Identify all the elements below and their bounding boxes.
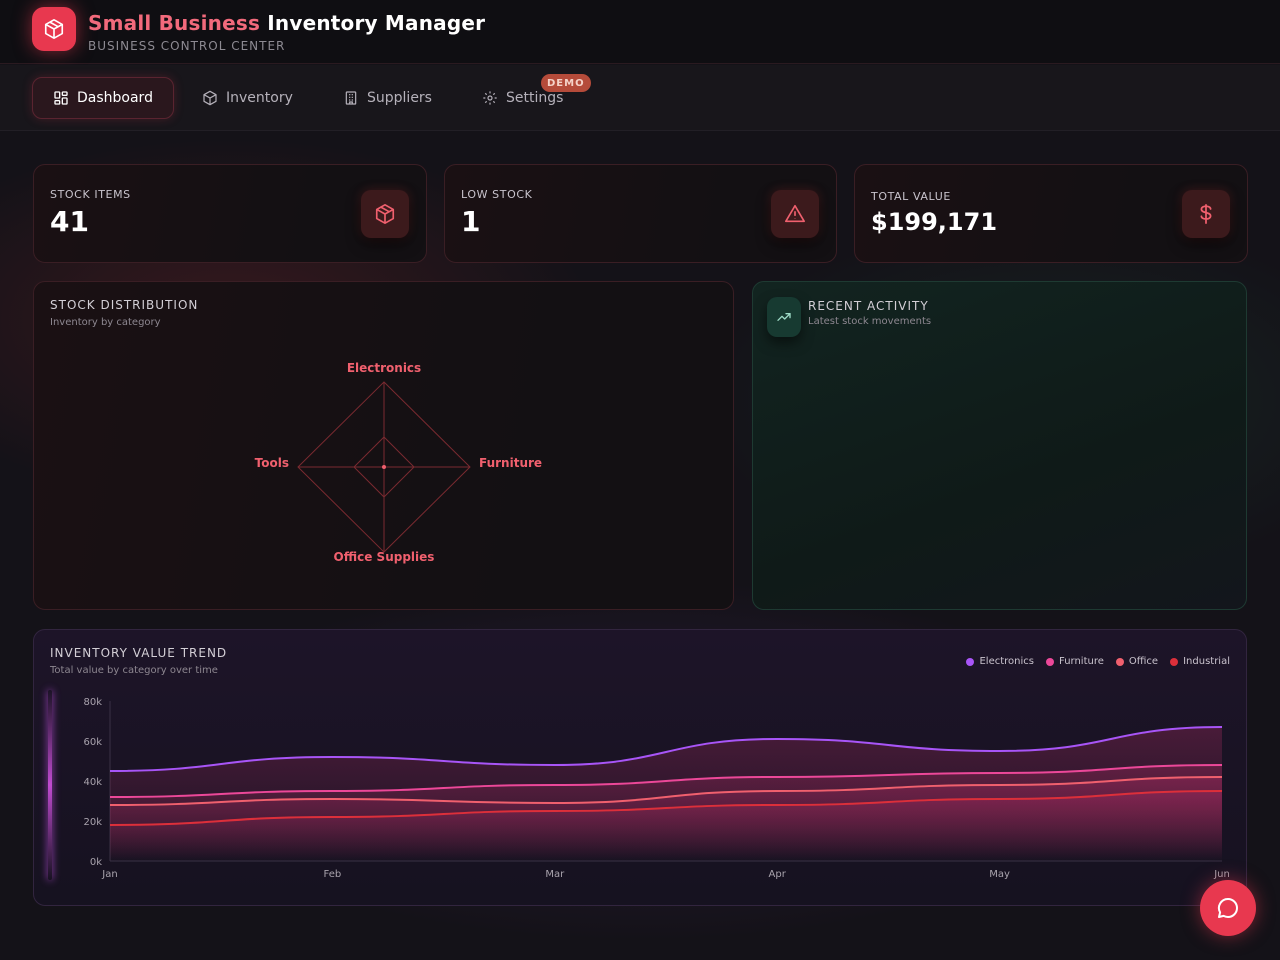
legend-dot	[1045, 657, 1054, 666]
app-subtitle: BUSINESS CONTROL CENTER	[88, 39, 286, 53]
stat-icon-box	[1182, 190, 1230, 238]
tab-label: Suppliers	[367, 90, 432, 106]
stat-label: STOCK ITEMS	[50, 188, 131, 201]
x-tick-label: Jan	[101, 869, 117, 880]
radar-label-electronics: Electronics	[347, 361, 421, 375]
stat-card-total-value: TOTAL VALUE $199,171	[854, 164, 1248, 263]
radar-label-tools: Tools	[255, 456, 289, 470]
stat-value: 41	[50, 205, 89, 238]
trend-chart: 0k 20k 40k 60k 80k Jan Feb Mar Apr May Jun	[83, 697, 1230, 880]
app-title-rest: Inventory Manager	[267, 11, 486, 35]
series-area-industrial	[110, 791, 1222, 861]
stat-card-stock-items: STOCK ITEMS 41	[33, 164, 427, 263]
panel-subtitle: Latest stock movements	[808, 316, 932, 327]
series-line-office[interactable]	[109, 776, 1223, 806]
tab-label: Inventory	[226, 90, 293, 106]
stat-value: $199,171	[871, 208, 998, 236]
chart-legend: Electronics Furniture Office Industrial	[966, 656, 1230, 667]
chat-bubble-icon	[1217, 897, 1238, 918]
y-tick-label: 20k	[83, 817, 102, 828]
x-tick-label: Jun	[1213, 869, 1230, 880]
tab-label: Dashboard	[77, 90, 153, 106]
tab-suppliers[interactable]: Suppliers	[323, 77, 452, 119]
app-header: Small Business Inventory Manager BUSINES…	[0, 0, 1280, 64]
series-line-furniture[interactable]	[109, 764, 1223, 798]
app-title: Small Business Inventory Manager	[88, 11, 485, 35]
warning-icon	[785, 204, 805, 223]
stat-label: LOW STOCK	[461, 188, 533, 201]
legend-item-electronics[interactable]: Electronics	[966, 656, 1034, 667]
main-nav: Dashboard Inventory Suppliers Settings	[0, 65, 1280, 131]
dashboard-icon	[54, 91, 68, 105]
panel-title: RECENT ACTIVITY	[808, 299, 929, 313]
x-tick-label: Mar	[545, 869, 565, 880]
radar-center-point	[382, 465, 386, 469]
legend-label: Office	[1128, 656, 1159, 667]
panel-title: INVENTORY VALUE TREND	[50, 646, 228, 660]
x-tick-label: Apr	[769, 869, 787, 880]
stat-icon-box	[361, 190, 409, 238]
scroll-indicator	[48, 690, 52, 880]
legend-dot	[1170, 657, 1179, 666]
series-line-industrial[interactable]	[109, 790, 1223, 826]
x-tick-label: May	[989, 869, 1010, 880]
dollar-icon	[1200, 203, 1212, 225]
y-tick-label: 60k	[83, 737, 102, 748]
trend-up-icon	[777, 313, 791, 321]
series-line-electronics[interactable]	[109, 726, 1223, 772]
panel-subtitle: Total value by category over time	[50, 665, 218, 676]
panel-subtitle: Inventory by category	[50, 317, 161, 328]
legend-item-office[interactable]: Office	[1115, 656, 1159, 667]
legend-item-industrial[interactable]: Industrial	[1170, 656, 1230, 667]
stat-icon-box	[771, 190, 819, 238]
radar-label-office-supplies: Office Supplies	[334, 550, 435, 564]
tab-label: Settings	[506, 90, 564, 106]
inventory-trend-panel: INVENTORY VALUE TREND Total value by cat…	[33, 629, 1247, 906]
app-logo[interactable]	[32, 7, 76, 51]
package-icon	[44, 19, 64, 39]
package-icon	[203, 90, 217, 106]
stock-distribution-panel: STOCK DISTRIBUTION Inventory by category…	[33, 281, 734, 610]
tab-dashboard[interactable]: Dashboard	[32, 77, 174, 119]
stat-card-low-stock: LOW STOCK 1	[444, 164, 837, 263]
tab-settings[interactable]: Settings	[462, 77, 583, 119]
tab-inventory[interactable]: Inventory	[182, 77, 313, 119]
legend-dot	[1115, 657, 1124, 666]
y-tick-label: 80k	[83, 697, 102, 708]
chat-button[interactable]	[1200, 880, 1256, 936]
x-tick-label: Feb	[324, 869, 342, 880]
demo-badge: DEMO	[541, 74, 591, 92]
legend-dot	[966, 657, 975, 666]
legend-label: Electronics	[979, 656, 1034, 667]
legend-label: Furniture	[1058, 656, 1104, 667]
y-tick-label: 40k	[83, 777, 102, 788]
legend-label: Industrial	[1183, 656, 1230, 667]
radar-chart: Electronics Furniture Office Supplies To…	[255, 361, 542, 564]
app-title-accent: Small Business	[88, 11, 261, 35]
stat-label: TOTAL VALUE	[871, 190, 951, 203]
panel-title: STOCK DISTRIBUTION	[50, 298, 199, 312]
radar-label-furniture: Furniture	[479, 456, 542, 470]
stat-value: 1	[461, 205, 481, 238]
legend-item-furniture[interactable]: Furniture	[1045, 656, 1104, 667]
y-tick-label: 0k	[90, 857, 102, 868]
recent-activity-panel: RECENT ACTIVITY Latest stock movements	[752, 281, 1247, 610]
activity-icon-box	[767, 297, 801, 337]
building-icon	[345, 91, 357, 105]
gear-icon	[483, 91, 497, 105]
package-icon	[375, 204, 395, 224]
